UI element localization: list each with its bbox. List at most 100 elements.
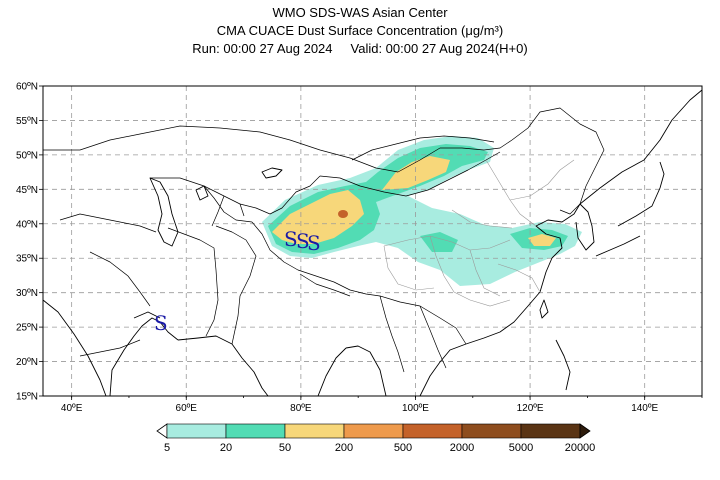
- colorbar-label: 5000: [509, 442, 533, 454]
- title-unit: (μg/m³): [461, 23, 504, 38]
- colorbar-swatch: [284, 423, 345, 439]
- province-line-7: [451, 209, 513, 229]
- dust-storm-symbol: S: [154, 311, 168, 335]
- coastline-gulf-inner: [133, 311, 161, 319]
- axis-ticks: [39, 85, 703, 400]
- latitude-label: 55ºN: [16, 116, 38, 127]
- border-china-south: [379, 295, 467, 345]
- border-iran: [167, 227, 219, 337]
- latitude-label: 15ºN: [16, 392, 38, 403]
- colorbar-label: 2000: [450, 442, 474, 454]
- title-product: CMA CUACE Dust Surface Concentration (μg…: [0, 22, 720, 40]
- coastline-indochina: [419, 343, 467, 396]
- latitude-label: 60ºN: [16, 82, 38, 93]
- colorbar-swatch: [166, 423, 227, 439]
- country-borders: [43, 107, 605, 373]
- dust-shading: [262, 136, 582, 286]
- graticule: [43, 86, 702, 396]
- coastline-balkhash: [261, 167, 283, 179]
- dust-level-200-core: [338, 210, 348, 218]
- coastline-iran-pakistan: [177, 335, 243, 359]
- dust-level-50-area-north: [382, 156, 450, 190]
- province-line-8: [497, 263, 541, 293]
- colorbar-swatch: [225, 423, 286, 439]
- latitude-label: 25ºN: [16, 323, 38, 334]
- border-russia-south: [43, 107, 605, 205]
- dust-storm-symbols: S S S S: [154, 227, 321, 335]
- coastline-arabia-gulf: [109, 317, 179, 396]
- colorbar-left-arrow: [156, 423, 168, 439]
- longitude-label: 140ºE: [631, 403, 658, 414]
- coastline-india-east: [317, 347, 347, 396]
- dust-level-50-area: [272, 190, 364, 244]
- coastline-caspian: [149, 177, 179, 247]
- colorbar-label: 200: [335, 442, 353, 454]
- dust-storm-symbol: S: [296, 229, 310, 253]
- province-borders: [383, 159, 575, 307]
- longitude-label: 60ºE: [176, 403, 198, 414]
- border-china-west: [251, 221, 381, 297]
- province-line-3: [469, 249, 501, 297]
- title-block: WMO SDS-WAS Asian Center CMA CUACE Dust …: [0, 4, 720, 58]
- coastline-korea: [575, 203, 595, 251]
- longitude-label: 100ºE: [402, 403, 429, 414]
- colorbar-swatches: [166, 423, 581, 439]
- coastline-india-west: [241, 357, 269, 396]
- title-product-name: CMA CUACE Dust Surface Concentration: [216, 23, 458, 38]
- border-iraq-turkey: [59, 213, 157, 233]
- dust-level-5-area: [262, 136, 582, 286]
- coastline-philippines: [555, 339, 571, 391]
- coastline-aral: [195, 185, 209, 201]
- province-line-6: [509, 159, 575, 201]
- latitude-label: 40ºN: [16, 219, 38, 230]
- dust-storm-symbol: S: [284, 227, 298, 251]
- border-kazakhstan-south: [150, 175, 321, 215]
- longitude-label: 40ºE: [61, 403, 83, 414]
- border-afghan-pak: [215, 225, 257, 345]
- colorbar-swatch: [402, 423, 463, 439]
- colorbar-label: 20000: [565, 442, 596, 454]
- coastline-russia-east: [579, 89, 702, 205]
- run-time: Run: 00:00 27 Aug 2024: [192, 41, 333, 56]
- colorbar-label: 20: [220, 442, 232, 454]
- coastline-china-south: [465, 291, 541, 345]
- border-iraq-saudi: [89, 251, 151, 307]
- longitude-labels: 40ºE 60ºE 80ºE 100ºE 120ºE 140ºE: [61, 403, 659, 414]
- coastline-bay-bengal: [345, 345, 387, 396]
- coastlines: [43, 89, 702, 396]
- colorbar: 5 20 50 200 500 2000 5000 20000: [156, 423, 596, 454]
- border-saudi-yemen: [79, 339, 141, 357]
- border-central-asia: [203, 185, 253, 227]
- coastline-china-east: [535, 203, 581, 293]
- latitude-label: 35ºN: [16, 254, 38, 265]
- coastline-japan: [595, 161, 665, 257]
- colorbar-label: 500: [394, 442, 412, 454]
- colorbar-swatch: [343, 423, 404, 439]
- latitude-labels: 15ºN 20ºN 25ºN 30ºN 35ºN 40ºN 45ºN 50ºN 55ºN 60ºN: [16, 82, 38, 403]
- colorbar-swatch: [461, 423, 522, 439]
- coastline-taiwan: [539, 299, 549, 319]
- latitude-label: 50ºN: [16, 150, 38, 161]
- latitude-label: 30ºN: [16, 288, 38, 299]
- valid-time: Valid: 00:00 27 Aug 2024(H+0): [350, 41, 528, 56]
- coastline-red-sea-arabia: [43, 299, 107, 396]
- colorbar-swatch: [520, 423, 581, 439]
- province-line-1: [383, 235, 511, 251]
- border-india-nepal: [299, 273, 351, 297]
- border-china-mongolia: [319, 151, 501, 197]
- border-myanmar: [379, 295, 405, 373]
- dust-storm-symbol: S: [307, 231, 321, 255]
- border-mongolia-north: [351, 135, 495, 161]
- colorbar-label: 50: [279, 442, 291, 454]
- title-center: WMO SDS-WAS Asian Center: [272, 5, 448, 20]
- dust-level-20-area-mid: [420, 232, 458, 252]
- latitude-label: 20ºN: [16, 357, 38, 368]
- province-line-2: [429, 235, 511, 307]
- longitude-label: 80ºE: [290, 403, 312, 414]
- map-frame: [42, 85, 703, 397]
- title-times: Run: 00:00 27 Aug 2024 Valid: 00:00 27 Au…: [0, 40, 720, 58]
- colorbar-label: 5: [164, 442, 170, 454]
- province-line-4: [383, 245, 435, 291]
- border-laos-vietnam: [419, 305, 447, 369]
